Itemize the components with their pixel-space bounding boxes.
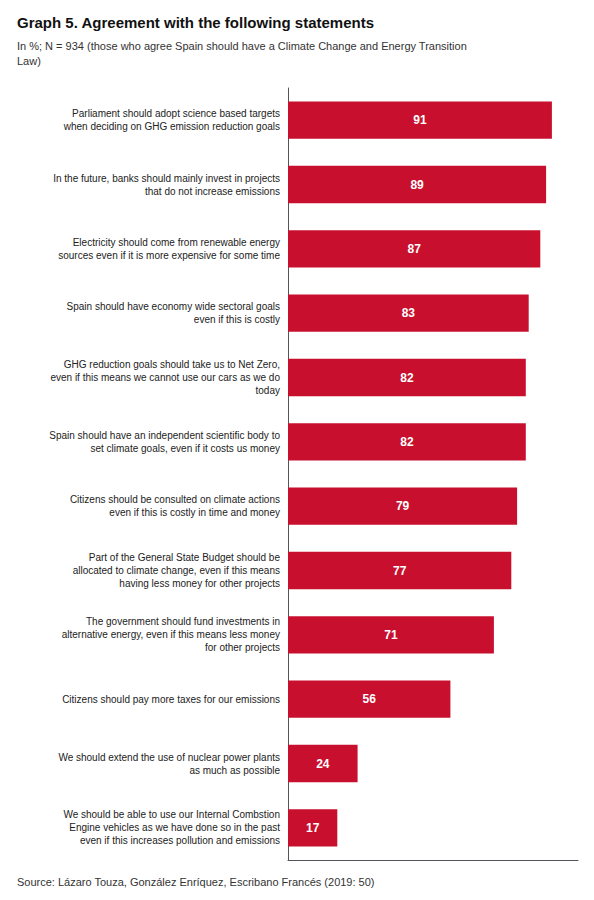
svg-text:for other projects: for other projects <box>205 642 280 653</box>
svg-text:Engine vehicles as we have don: Engine vehicles as we have done so in th… <box>69 822 280 833</box>
svg-text:Electricity should come from r: Electricity should come from renewable e… <box>73 237 280 248</box>
svg-text:Law): Law) <box>17 55 41 67</box>
svg-text:even if this increases polluti: even if this increases pollution and emi… <box>80 835 280 846</box>
svg-text:when deciding on GHG emission: when deciding on GHG emission reduction … <box>63 121 280 132</box>
svg-text:82: 82 <box>400 435 414 449</box>
svg-text:GHG reduction goals should tak: GHG reduction goals should take us to Ne… <box>64 359 280 370</box>
svg-text:Spain should have economy wide: Spain should have economy wide sectoral … <box>67 301 280 312</box>
svg-text:77: 77 <box>393 564 407 578</box>
svg-text:Part of the General State Budg: Part of the General State Budget should … <box>89 552 281 563</box>
svg-text:91: 91 <box>413 113 427 127</box>
svg-text:Spain should have an independe: Spain should have an independent scienti… <box>49 430 280 441</box>
svg-text:alternative energy, even if th: alternative energy, even if this means l… <box>62 629 280 640</box>
svg-text:even if this is costly in time: even if this is costly in time and money <box>109 507 280 518</box>
svg-text:allocated to climate change, e: allocated to climate change, even if thi… <box>73 565 280 576</box>
svg-text:Citizens should be consulted o: Citizens should be consulted on climate … <box>70 494 280 505</box>
svg-text:87: 87 <box>407 242 421 256</box>
svg-text:as much as possible: as much as possible <box>189 765 280 776</box>
svg-text:24: 24 <box>316 757 330 771</box>
svg-text:even if this means we cannot u: even if this means we cannot use our car… <box>50 372 280 383</box>
svg-text:89: 89 <box>410 178 424 192</box>
svg-text:In %; N = 934 (those who agree: In %; N = 934 (those who agree Spain sho… <box>17 40 467 52</box>
svg-text:79: 79 <box>396 499 410 513</box>
svg-text:We should be able to use our I: We should be able to use our Internal Co… <box>63 809 280 820</box>
svg-text:83: 83 <box>402 306 416 320</box>
svg-text:sources even if it is more exp: sources even if it is more expensive for… <box>58 250 280 261</box>
svg-text:Source: Lázaro Touza, González: Source: Lázaro Touza, González Enríquez,… <box>17 876 375 888</box>
svg-text:The government should fund inv: The government should fund investments i… <box>86 616 280 627</box>
svg-text:even if this is costly: even if this is costly <box>194 314 280 325</box>
svg-text:17: 17 <box>306 821 320 835</box>
svg-text:today: today <box>256 385 280 396</box>
svg-text:Citizens should pay more taxes: Citizens should pay more taxes for our e… <box>62 694 280 705</box>
svg-text:set climate goals, even if it: set climate goals, even if it costs us m… <box>90 443 280 454</box>
svg-text:Parliament should adopt scienc: Parliament should adopt science based ta… <box>72 108 280 119</box>
svg-text:82: 82 <box>400 371 414 385</box>
svg-text:having less money for other pr: having less money for other projects <box>119 578 280 589</box>
svg-text:71: 71 <box>384 628 398 642</box>
svg-text:that do not increase emissions: that do not increase emissions <box>145 186 280 197</box>
svg-text:56: 56 <box>363 692 377 706</box>
svg-text:We should extend the use of nu: We should extend the use of nuclear powe… <box>58 752 280 763</box>
svg-text:Graph 5. Agreement with the fo: Graph 5. Agreement with the following st… <box>17 14 374 31</box>
svg-text:In the future, banks should ma: In the future, banks should mainly inves… <box>53 173 280 184</box>
